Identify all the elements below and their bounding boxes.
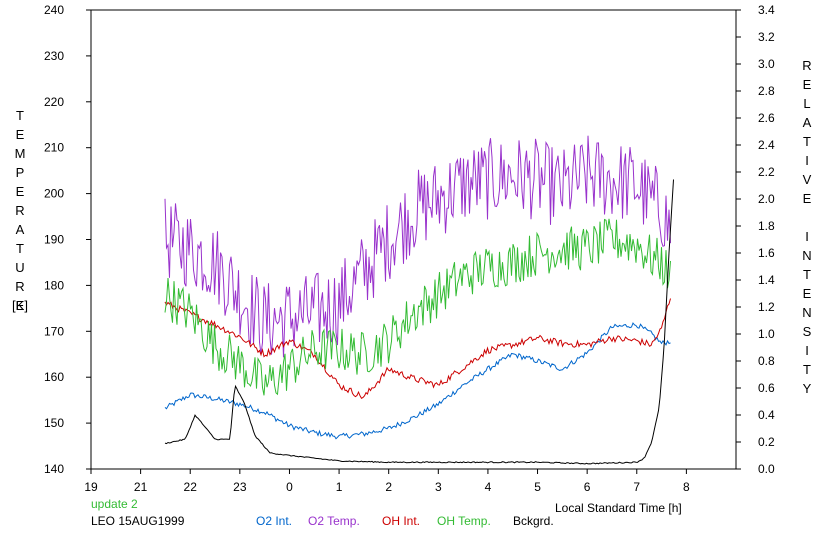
y-right-tick-label: 0.2 — [758, 435, 775, 449]
y-left-tick-label: 160 — [44, 370, 64, 384]
y-right-title-letter: I — [805, 229, 809, 244]
series-line-oh-temp — [164, 218, 671, 396]
x-tick-label: 1 — [336, 480, 343, 494]
y-right-title-letter: E — [803, 191, 812, 206]
x-tick-label: 23 — [233, 480, 247, 494]
x-tick-label: 0 — [286, 480, 293, 494]
x-tick-label: 2 — [385, 480, 392, 494]
x-tick-label: 7 — [633, 480, 640, 494]
y-right-tick-label: 1.6 — [758, 246, 775, 260]
x-tick-label: 19 — [84, 480, 98, 494]
y-left-tick-label: 190 — [44, 233, 64, 247]
y-left-tick-label: 170 — [44, 324, 64, 338]
y-right-title-letter: A — [803, 115, 812, 130]
series-line-bckgrd — [164, 179, 674, 465]
series-lines — [164, 135, 674, 465]
y-right-tick-label: 2.6 — [758, 111, 775, 125]
x-tick-label: 21 — [134, 480, 148, 494]
y-right-tick-label: 2.4 — [758, 138, 775, 152]
y-left-title-letter: M — [15, 146, 26, 161]
y-left-tick-label: 210 — [44, 141, 64, 155]
series-line-o2-int — [164, 322, 671, 440]
legend-item: O2 Temp. — [308, 514, 360, 528]
y-left-tick-label: 180 — [44, 278, 64, 292]
y-right-tick-label: 3.2 — [758, 30, 775, 44]
y-right-title-letter: E — [803, 77, 812, 92]
legend-item: O2 Int. — [256, 514, 293, 528]
y-left-title-letter: R — [15, 203, 24, 218]
y-right-tick-label: 1.8 — [758, 219, 775, 233]
y-right-title-letter: N — [802, 248, 811, 263]
y-left-title-letter: A — [16, 222, 25, 237]
y-left-tick-label: 230 — [44, 49, 64, 63]
y-left-title-letter: R — [15, 279, 24, 294]
y-right-tick-label: 0.6 — [758, 381, 775, 395]
y-left-title-letter: P — [16, 165, 25, 180]
legend-item: OH Int. — [382, 514, 421, 528]
y-right-tick-label: 3.4 — [758, 3, 775, 17]
y-right-tick-label: 0.0 — [758, 462, 775, 476]
update-label: update 2 — [91, 497, 138, 511]
y-axis-left-unit: [K] — [12, 298, 28, 313]
site-date-label: LEO 15AUG1999 — [91, 514, 185, 528]
x-tick-label: 6 — [584, 480, 591, 494]
y-left-tick-label: 240 — [44, 3, 64, 17]
y-left-tick-label: 200 — [44, 187, 64, 201]
y-left-title-letter: E — [16, 127, 25, 142]
y-right-title-letter: T — [803, 134, 811, 149]
y-right-tick-label: 0.8 — [758, 354, 775, 368]
y-right-title-letter: I — [805, 343, 809, 358]
y-left-title-letter: E — [16, 184, 25, 199]
legend-item: OH Temp. — [437, 514, 491, 528]
x-axis-title: Local Standard Time [h] — [555, 501, 682, 515]
y-right-title-letter: T — [803, 267, 811, 282]
x-tick-label: 8 — [683, 480, 690, 494]
y-right-tick-label: 2.0 — [758, 192, 775, 206]
y-right-title-letter: T — [803, 362, 811, 377]
y-left-title-letter: T — [16, 108, 24, 123]
y-right-title-letter: L — [803, 96, 810, 111]
y-right-tick-label: 0.4 — [758, 408, 775, 422]
y-left-title-letter: E — [16, 298, 25, 313]
x-tick-label: 22 — [184, 480, 198, 494]
y-right-tick-label: 1.0 — [758, 327, 775, 341]
y-left-tick-label: 150 — [44, 416, 64, 430]
y-right-tick-label: 1.2 — [758, 300, 775, 314]
y-left-title-letter: U — [15, 260, 24, 275]
legend-item: Bckgrd. — [513, 514, 554, 528]
y-left-title-letter: T — [16, 241, 24, 256]
x-tick-label: 4 — [485, 480, 492, 494]
y-left-tick-label: 140 — [44, 462, 64, 476]
y-right-tick-label: 2.2 — [758, 165, 775, 179]
y-right-title-letter: S — [803, 324, 812, 339]
y-left-tick-label: 220 — [44, 95, 64, 109]
y-right-title-letter: E — [803, 286, 812, 301]
y-right-tick-label: 2.8 — [758, 84, 775, 98]
axis-ticks: 19 21 22 23 0 1 2 3 4 5 6 7 814015016017018019020021… — [44, 3, 775, 494]
y-right-title-letter: V — [803, 172, 812, 187]
y-right-tick-label: 1.4 — [758, 273, 775, 287]
series-line-o2-temp — [164, 135, 671, 358]
y-right-title-letter: I — [805, 153, 809, 168]
y-right-title-letter: Y — [803, 381, 812, 396]
y-right-tick-label: 3.0 — [758, 57, 775, 71]
x-tick-label: 3 — [435, 480, 442, 494]
series-line-oh-int — [164, 298, 671, 399]
x-tick-label: 5 — [534, 480, 541, 494]
y-right-title-letter: R — [802, 58, 811, 73]
y-right-title-letter: N — [802, 305, 811, 320]
